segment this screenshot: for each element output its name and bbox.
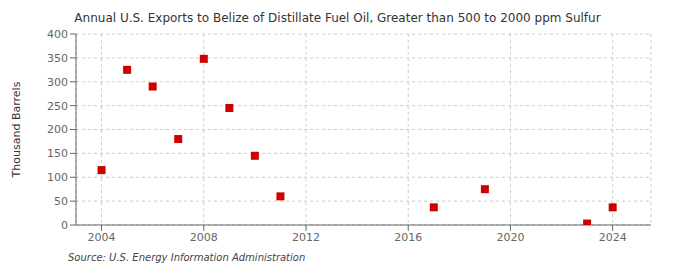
svg-text:2020: 2020	[496, 231, 524, 244]
svg-text:100: 100	[47, 171, 68, 184]
svg-text:0: 0	[61, 219, 68, 232]
svg-text:2016: 2016	[394, 231, 422, 244]
svg-text:2012: 2012	[292, 231, 320, 244]
svg-text:2008: 2008	[190, 231, 218, 244]
html-text:Annual U.S. Exports to Belize: Annual U.S. Exports to Belize of Distill…	[74, 11, 601, 25]
svg-text:50: 50	[54, 195, 68, 208]
svg-text:2024: 2024	[599, 231, 627, 244]
svg-text:Thousand Barrels: Thousand Barrels	[10, 81, 23, 178]
svg-text:300: 300	[47, 76, 68, 89]
svg-text:150: 150	[47, 147, 68, 160]
html-text:Source: U.S. Energy Informatio: Source: U.S. Energy Information Administ…	[68, 252, 306, 263]
svg-text:350: 350	[47, 52, 68, 65]
svg-text:250: 250	[47, 100, 68, 113]
svg-text:200: 200	[47, 123, 68, 136]
svg-text:2004: 2004	[88, 231, 116, 244]
svg-text:400: 400	[47, 28, 68, 41]
